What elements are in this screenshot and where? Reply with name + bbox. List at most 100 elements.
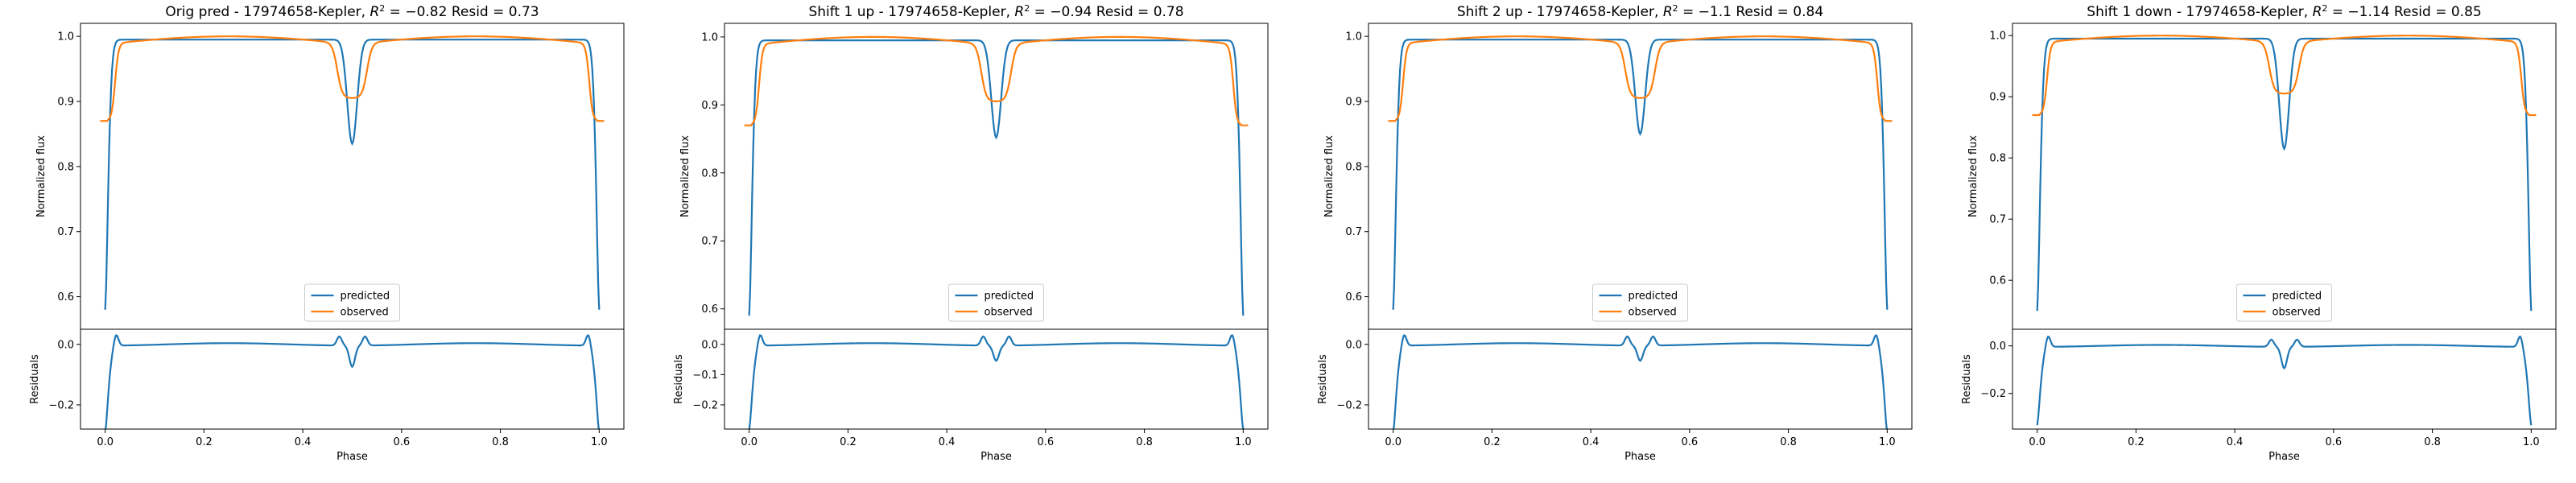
residual-axis-label: Residuals	[1317, 354, 1329, 404]
chart-title: Shift 1 down - 17974658-Kepler, R2 = −1.…	[2087, 3, 2481, 20]
x-tick-label: 0.4	[2227, 436, 2244, 448]
title-r: R	[1014, 4, 1024, 20]
residual-axes-frame	[2012, 328, 2557, 430]
chart-panel-2: Shift 1 up - 17974658-Kepler, R2 = −0.94…	[673, 3, 1269, 463]
chart-panel-1: Orig pred - 17974658-Kepler, R2 = −0.82 …	[29, 3, 625, 463]
legend-label-predicted: predicted	[1629, 291, 1678, 303]
predicted-line	[1392, 39, 1889, 310]
residual-line	[2036, 335, 2533, 426]
resid-y-tick-label: −0.2	[48, 399, 74, 411]
title-r2-value: = −0.82	[385, 4, 447, 20]
x-axis-label: Phase	[2268, 451, 2300, 463]
legend: predicted observed	[948, 283, 1044, 322]
legend-label-observed: observed	[2273, 307, 2321, 319]
y-tick-label: 1.0	[1345, 31, 1362, 43]
title-r2-value: = −1.1	[1678, 4, 1732, 20]
plot-area	[744, 35, 1249, 316]
title-resid: Resid = 0.84	[1732, 4, 1823, 20]
resid-y-tick-label: 0.0	[701, 339, 718, 351]
main-axes-frame	[724, 23, 1269, 330]
resid-y-tick-label: 0.0	[1989, 341, 2006, 353]
residual-area	[2036, 335, 2533, 426]
main-axes-frame	[1368, 23, 1913, 330]
x-tick-label: 0.8	[1780, 436, 1797, 448]
observed-line	[2032, 35, 2537, 117]
resid-y-tick-label: −0.2	[692, 399, 718, 411]
legend: predicted observed	[2236, 283, 2332, 322]
x-tick-label: 0.6	[394, 436, 411, 448]
legend-label-observed: observed	[985, 307, 1033, 319]
x-tick-label: 1.0	[1235, 436, 1252, 448]
y-tick-label: 1.0	[1989, 31, 2006, 43]
y-tick-label: 0.6	[1345, 291, 1362, 303]
y-tick-label: 0.7	[1989, 214, 2006, 226]
resid-y-tick-label: 0.0	[57, 339, 74, 351]
x-tick-label: 0.6	[1682, 436, 1699, 448]
x-tick-label: 0.8	[2424, 436, 2441, 448]
title-prefix: Orig pred - 17974658-Kepler,	[165, 4, 369, 20]
y-tick-label: 0.8	[1989, 153, 2006, 165]
x-tick-label: 0.4	[1583, 436, 1600, 448]
legend-label-predicted: predicted	[2273, 291, 2322, 303]
title-prefix: Shift 1 down - 17974658-Kepler,	[2087, 4, 2312, 20]
resid-y-tick-label: −0.1	[692, 369, 718, 382]
x-axis-label: Phase	[336, 451, 368, 463]
x-tick-label: 0.0	[2029, 436, 2046, 448]
y-tick-label: 0.6	[701, 303, 718, 316]
y-tick-label: 0.9	[1345, 97, 1362, 109]
y-tick-label: 0.7	[701, 236, 718, 248]
legend-label-observed: observed	[341, 307, 389, 319]
legend: predicted observed	[1592, 283, 1688, 322]
residual-axis-label: Residuals	[1961, 354, 1973, 404]
legend-label-observed: observed	[1629, 307, 1677, 319]
y-axis-label: Normalized flux	[1323, 135, 1335, 217]
title-sup: 2	[1673, 3, 1678, 14]
residual-line	[105, 334, 600, 429]
x-tick-label: 0.6	[1038, 436, 1055, 448]
y-tick-label: 0.6	[1989, 275, 2006, 287]
title-r2-value: = −1.14	[2327, 4, 2389, 20]
x-tick-label: 0.0	[1385, 436, 1402, 448]
main-axes-frame	[80, 23, 625, 330]
x-axis-label: Phase	[980, 451, 1012, 463]
main-axes-frame	[2012, 23, 2557, 330]
x-tick-label: 0.2	[840, 436, 857, 448]
x-tick-label: 0.8	[1136, 436, 1153, 448]
resid-y-tick-label: −0.2	[1980, 388, 2006, 400]
x-tick-label: 0.2	[196, 436, 213, 448]
legend-label-predicted: predicted	[341, 291, 390, 303]
predicted-line	[2036, 37, 2533, 312]
y-tick-label: 0.9	[57, 97, 74, 109]
plot-area	[1388, 35, 1893, 310]
plot-area	[100, 35, 605, 310]
x-tick-label: 1.0	[2523, 436, 2540, 448]
residual-area	[748, 334, 1245, 429]
residual-line	[748, 334, 1245, 429]
observed-line	[744, 35, 1249, 126]
y-tick-label: 0.8	[701, 167, 718, 180]
chart-title: Shift 1 up - 17974658-Kepler, R2 = −0.94…	[808, 3, 1183, 20]
y-tick-label: 0.6	[57, 291, 74, 303]
chart-panel-4: Shift 1 down - 17974658-Kepler, R2 = −1.…	[1961, 3, 2557, 463]
x-tick-label: 0.8	[492, 436, 509, 448]
title-r: R	[2313, 4, 2322, 20]
y-tick-label: 0.9	[1989, 92, 2006, 104]
title-sup: 2	[2322, 3, 2327, 14]
title-prefix: Shift 1 up - 17974658-Kepler,	[808, 4, 1014, 20]
residual-area	[1393, 334, 1888, 429]
residual-axes-frame	[724, 328, 1269, 430]
y-tick-label: 0.8	[57, 161, 74, 173]
title-r2-value: = −0.94	[1030, 4, 1092, 20]
title-prefix: Shift 2 up - 17974658-Kepler,	[1457, 4, 1663, 20]
x-tick-label: 0.2	[2128, 436, 2145, 448]
residual-line	[1393, 334, 1888, 429]
x-tick-label: 0.0	[741, 436, 758, 448]
x-tick-label: 1.0	[591, 436, 608, 448]
resid-y-tick-label: 0.0	[1345, 339, 1362, 351]
predicted-line	[748, 39, 1245, 316]
observed-line	[100, 35, 605, 122]
title-resid: Resid = 0.78	[1092, 4, 1183, 20]
y-axis-label: Normalized flux	[679, 135, 691, 217]
y-tick-label: 0.8	[1345, 161, 1362, 173]
